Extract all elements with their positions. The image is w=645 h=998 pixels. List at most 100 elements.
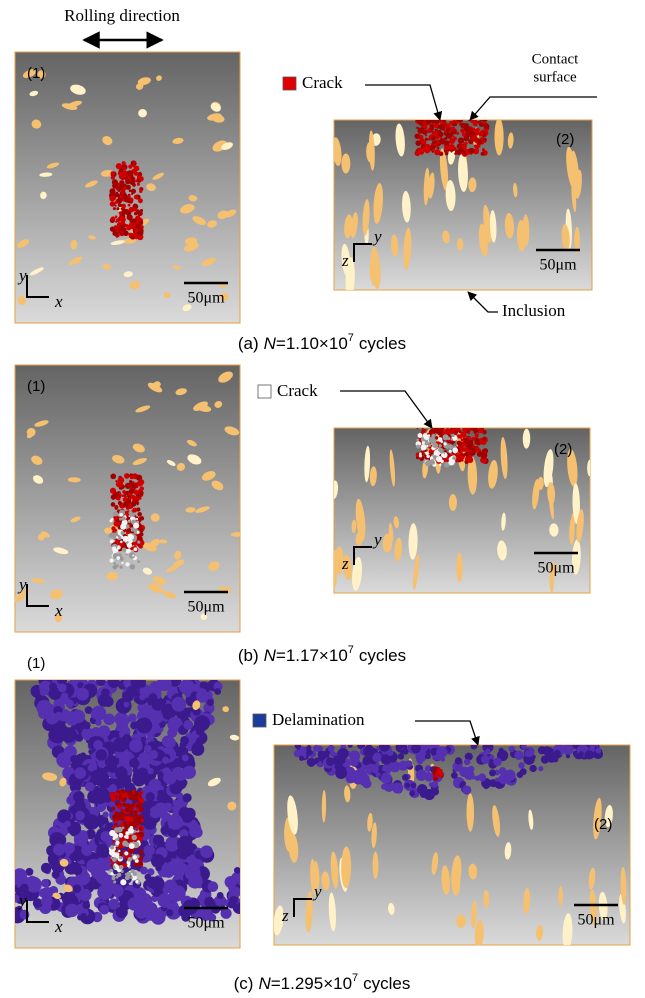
delamination — [530, 765, 537, 772]
particle — [118, 850, 120, 852]
particle — [479, 425, 482, 428]
particle — [121, 789, 125, 793]
scale-label: 50μm — [539, 257, 577, 274]
particle — [131, 495, 135, 499]
particle — [127, 864, 130, 867]
particle — [433, 766, 438, 771]
delamination — [108, 676, 120, 688]
particle — [140, 851, 144, 855]
axis-h: x — [54, 601, 63, 620]
particle — [112, 196, 116, 200]
particle — [443, 442, 446, 445]
particle — [451, 120, 455, 124]
particle — [430, 460, 435, 465]
particle — [465, 436, 467, 438]
delamination — [182, 754, 189, 761]
particle — [121, 870, 124, 873]
particle — [125, 858, 128, 861]
particle — [460, 123, 466, 129]
particle — [115, 215, 118, 218]
particle — [479, 121, 484, 126]
particle — [138, 861, 143, 866]
axis-v: y — [17, 266, 27, 285]
delamination — [307, 745, 312, 750]
particle — [449, 138, 455, 144]
particle — [118, 501, 120, 503]
scale-label: 50μm — [187, 915, 225, 932]
delamination — [416, 770, 427, 781]
particle — [110, 201, 115, 206]
particle — [432, 141, 435, 144]
particle — [436, 424, 440, 428]
particle — [127, 857, 132, 862]
particle — [420, 444, 426, 450]
particle — [467, 127, 473, 133]
delamination — [318, 751, 324, 757]
particle — [133, 792, 135, 794]
particle — [447, 437, 450, 440]
caption-value: =1.17×10 — [276, 646, 348, 665]
particle — [477, 449, 480, 452]
particle — [128, 204, 131, 207]
particle — [117, 198, 123, 204]
particle — [120, 879, 126, 885]
delamination — [137, 768, 148, 779]
particle — [116, 536, 118, 538]
particle — [128, 817, 131, 820]
particle — [135, 880, 138, 883]
particle — [448, 133, 452, 137]
delamination — [82, 901, 90, 909]
particle — [119, 556, 124, 561]
particle — [138, 797, 140, 799]
delamination — [183, 720, 193, 730]
axis-h: y — [312, 882, 322, 901]
delamination — [143, 816, 156, 829]
figure: Rolling direction (1)(2)50μm50μmyxyzCrac… — [0, 0, 645, 998]
caption: (c)N=1.295×107cycles — [234, 972, 411, 994]
particle — [418, 424, 420, 426]
particle — [424, 434, 430, 440]
particle — [116, 496, 120, 500]
particle — [115, 827, 118, 830]
delamination — [191, 743, 204, 756]
particle — [131, 835, 136, 840]
particle — [460, 425, 462, 427]
particle — [468, 432, 470, 434]
delamination — [61, 693, 68, 700]
particle — [422, 424, 425, 427]
delamination — [27, 879, 37, 889]
particle — [115, 841, 119, 845]
particle — [422, 441, 425, 444]
particle — [431, 430, 433, 432]
legend-label: Crack — [277, 381, 318, 400]
particle — [132, 508, 137, 513]
particle — [112, 546, 116, 550]
particle — [111, 518, 114, 521]
particle — [479, 429, 483, 433]
particle — [129, 498, 131, 500]
delamination — [299, 756, 304, 761]
delamination — [435, 753, 443, 761]
particle — [125, 179, 130, 184]
legend-label: Crack — [302, 73, 343, 92]
delamination — [181, 811, 193, 823]
particle — [126, 185, 131, 190]
particle — [441, 116, 443, 118]
particle — [444, 145, 449, 150]
caption-label: (b) — [238, 646, 259, 665]
delamination — [471, 743, 478, 750]
delamination — [116, 906, 128, 918]
particle — [135, 180, 137, 182]
delamination — [398, 753, 404, 759]
particle — [463, 147, 467, 151]
particle — [136, 475, 142, 481]
particle — [123, 505, 125, 507]
delamination — [375, 763, 380, 768]
particle — [118, 203, 122, 207]
delamination — [97, 885, 112, 900]
delamination — [40, 689, 47, 696]
delamination — [123, 701, 129, 707]
particle — [119, 807, 122, 810]
particle — [131, 803, 135, 807]
delamination — [538, 746, 546, 754]
